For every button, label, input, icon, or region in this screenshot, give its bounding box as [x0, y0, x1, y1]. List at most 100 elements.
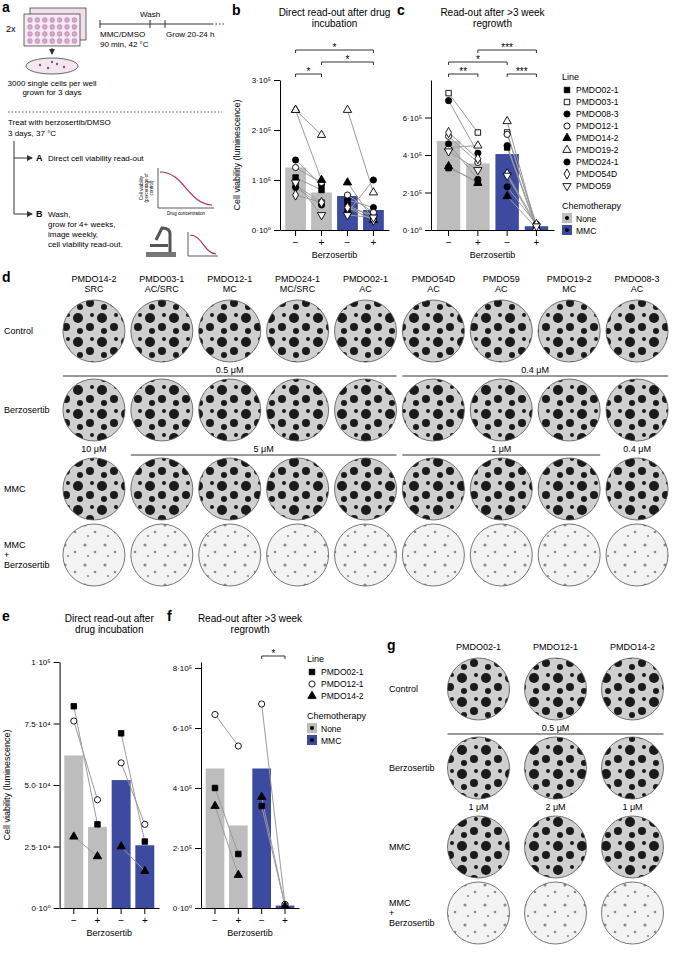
concentration-label: 1 μM — [622, 802, 642, 812]
organoid-image — [267, 300, 329, 362]
x-axis-title: Berzosertib — [227, 928, 273, 938]
column-subtype: AC — [359, 284, 372, 294]
column-header: PMDO08-3 — [615, 274, 660, 284]
organoid-image — [538, 379, 600, 441]
organoid-image — [470, 379, 532, 441]
point — [291, 105, 299, 112]
x-tick-label: + — [142, 915, 148, 926]
point — [117, 842, 125, 849]
point — [343, 105, 351, 112]
pair-line — [347, 110, 373, 193]
plate-well — [72, 18, 77, 23]
x-tick-group: + — [142, 908, 148, 926]
legend-title: Line — [562, 72, 579, 82]
pair-line — [262, 797, 285, 906]
chart-title-line: Direct read-out after drug — [279, 7, 391, 18]
plate-well — [57, 25, 62, 30]
point — [142, 839, 147, 844]
column-header: PMDO59 — [483, 274, 520, 284]
organoid-image — [448, 882, 510, 944]
organoid-image — [335, 300, 397, 362]
legend-label: PMDO59 — [576, 181, 611, 191]
organoid-image — [606, 379, 668, 441]
pair-line — [507, 176, 536, 227]
chart-title-line: regrowth — [473, 18, 512, 29]
organoid-image — [199, 300, 261, 362]
bar — [252, 769, 271, 909]
row-label: Berzosertib — [4, 405, 50, 415]
y-tick — [425, 118, 431, 119]
concentration-label: 2 μM — [545, 802, 565, 812]
plate-well — [50, 39, 55, 44]
seeding-text-line: grown for 3 days — [22, 88, 81, 97]
y-tick-label: 0·10⁰ — [31, 904, 50, 913]
legend-label: PMDO12-1 — [576, 121, 619, 131]
branch-arrow — [14, 214, 32, 215]
column-subtype: MC — [223, 284, 237, 294]
y-axis-line — [201, 663, 202, 909]
plate-well — [42, 18, 47, 23]
organoid-image — [402, 458, 464, 520]
plot-area — [285, 105, 384, 230]
panel-letter: b — [232, 2, 241, 18]
x-tick-label: + — [235, 915, 241, 926]
legend-symbol — [564, 87, 569, 92]
legend-label: MMC — [321, 736, 341, 746]
y-tick — [195, 908, 201, 909]
mini-y-label-group: Cell viability(percentage ofcontrol) — [139, 173, 154, 203]
organoid-image — [335, 524, 397, 586]
row-label: Berzosertib — [4, 560, 50, 570]
legend-title: Chemotherapy — [307, 711, 367, 721]
x-axis-title: Berzosertib — [470, 250, 516, 260]
point — [95, 822, 100, 827]
arrow — [52, 48, 53, 54]
organoid-image — [538, 524, 600, 586]
legend-label: PMDO54D — [576, 169, 617, 179]
x-tick — [536, 230, 537, 236]
bar — [88, 827, 107, 908]
legend-swatch — [307, 723, 317, 733]
mini-curve — [160, 172, 212, 205]
point — [317, 175, 325, 182]
treatment-text: Treat with berzosertib/DMSO — [8, 118, 111, 127]
point — [317, 213, 325, 220]
branch-text: Direct cell viability read-out — [48, 154, 144, 163]
y-tick-group: 2·10⁵ — [252, 126, 280, 135]
plate-well — [65, 25, 70, 30]
mini-curve — [190, 235, 216, 254]
x-tick — [295, 230, 296, 236]
y-tick — [54, 908, 60, 909]
y-tick-label: 4·10⁵ — [403, 151, 422, 160]
x-tick — [144, 908, 145, 914]
column-subtype: AC/SRC — [145, 284, 180, 294]
timeline-tick — [165, 20, 166, 28]
plate-well — [35, 18, 40, 23]
x-tick-label: − — [446, 237, 452, 248]
column-header: PMDO19-2 — [547, 274, 592, 284]
plate-well — [42, 25, 47, 30]
point — [532, 224, 540, 230]
plate-well — [28, 39, 33, 44]
y-tick — [195, 668, 201, 669]
pair-line — [507, 146, 536, 227]
chart-title-line: Read-out after >3 week — [440, 7, 545, 18]
bar — [466, 163, 489, 230]
legend-symbol — [564, 159, 570, 165]
y-axis-line — [280, 81, 281, 231]
organoid-image — [267, 524, 329, 586]
panel-a: a2x3000 single cells per wellgrown for 3… — [2, 0, 224, 257]
branch-line — [14, 141, 15, 214]
x-tick — [507, 230, 508, 236]
legend-symbol — [563, 145, 571, 152]
row-label: Berzosertib — [389, 918, 435, 928]
column-header: PMDO14-2 — [610, 642, 655, 652]
organoid-image — [267, 458, 329, 520]
plot-area — [64, 704, 154, 908]
y-tick — [195, 848, 201, 849]
concentration-span — [402, 376, 668, 377]
chart-title: Read-out after >3 weekregrowth — [198, 613, 303, 635]
y-tick — [425, 155, 431, 156]
organoid-image — [602, 737, 664, 799]
concentration-span — [63, 376, 397, 377]
y-tick-group: 2·10⁵ — [403, 189, 431, 198]
